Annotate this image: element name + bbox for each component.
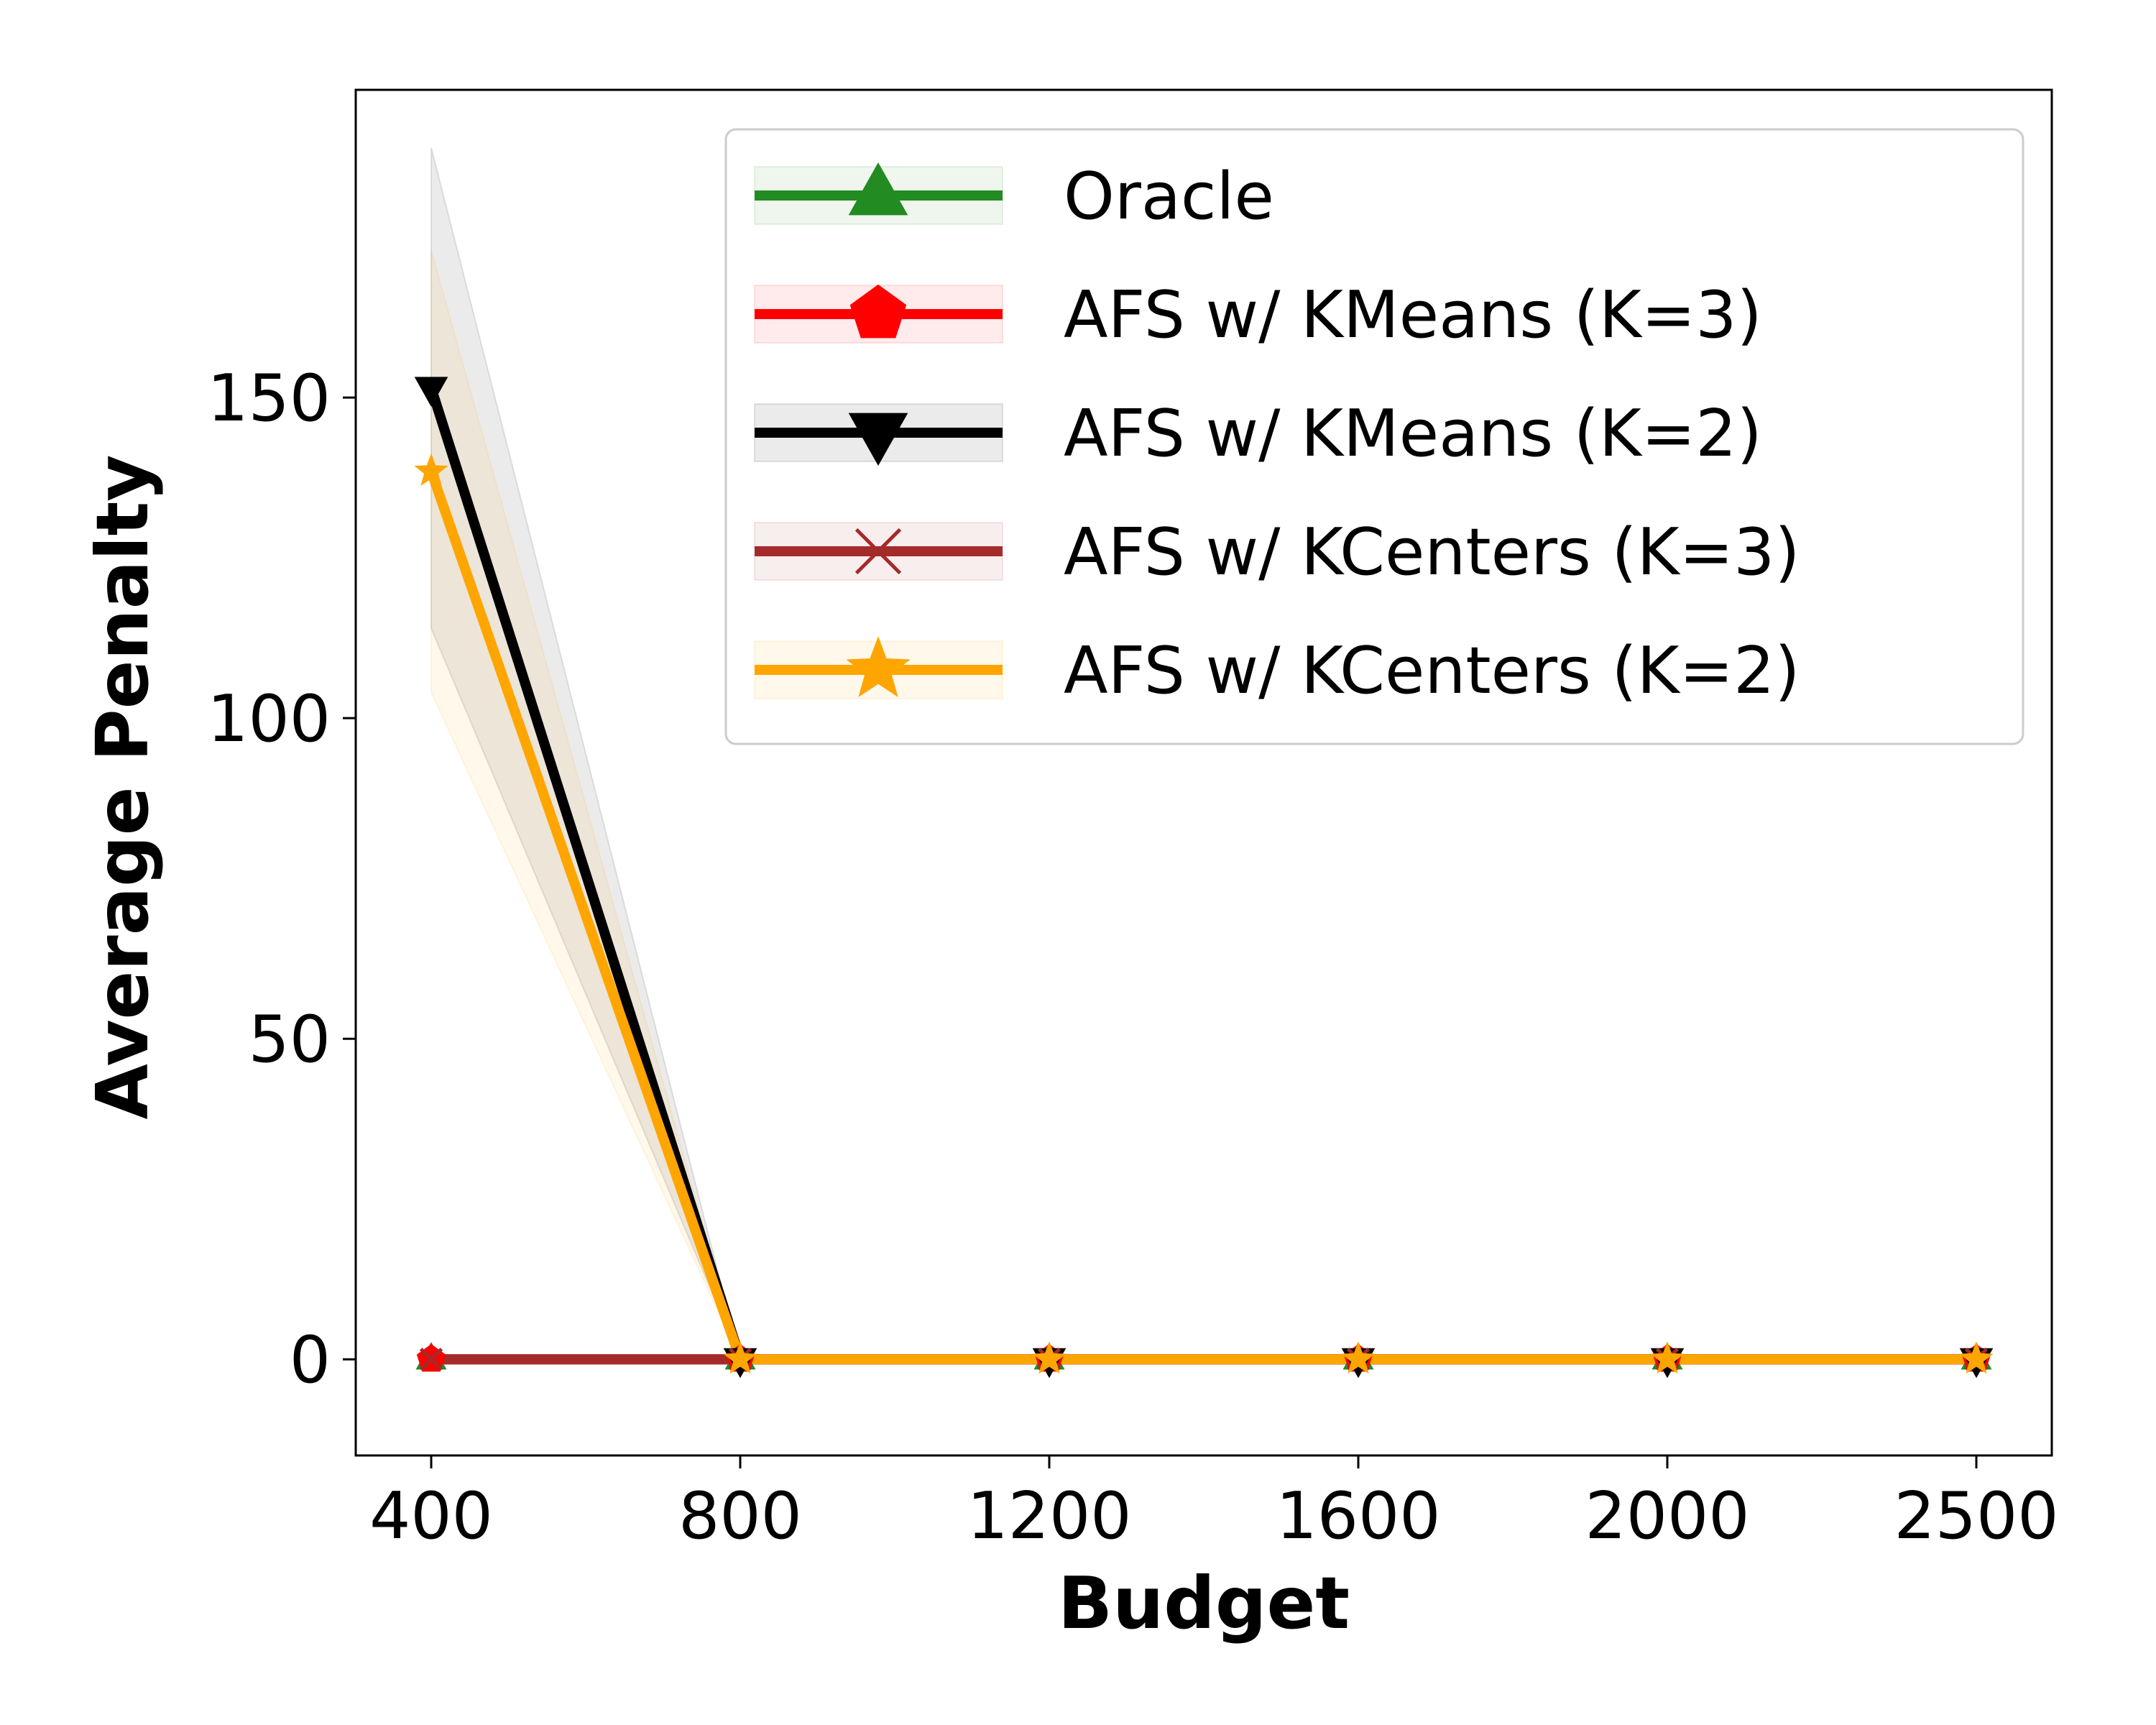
x-tick-label: 1200 xyxy=(967,1478,1131,1554)
legend-label: Oracle xyxy=(1064,159,1274,234)
data-point xyxy=(723,1341,757,1374)
x-axis-title: Budget xyxy=(1058,1561,1350,1645)
x-tick-label: 2500 xyxy=(1894,1478,2058,1554)
x-tick-label: 2000 xyxy=(1585,1478,1749,1554)
y-tick-label: 100 xyxy=(207,681,331,757)
legend-marker xyxy=(854,528,902,575)
legend-label: AFS w/ KMeans (K=3) xyxy=(1064,277,1762,353)
x-tick-label: 400 xyxy=(369,1478,493,1554)
legend-marker xyxy=(849,284,907,339)
legend-box xyxy=(724,128,2024,745)
series-markers xyxy=(414,377,1994,1379)
data-point xyxy=(419,1348,443,1371)
y-axis: 0 50 100 150 xyxy=(207,361,356,1398)
legend-marker xyxy=(848,162,908,216)
data-point xyxy=(1650,1341,1685,1374)
data-point xyxy=(414,453,448,486)
legend-marker xyxy=(846,636,911,697)
plot-area-frame xyxy=(354,88,2053,1457)
series-lines xyxy=(426,386,1976,1365)
legend-label: AFS w/ KMeans (K=2) xyxy=(1064,396,1762,472)
x-tick-label: 800 xyxy=(678,1478,802,1554)
legend-marker xyxy=(848,413,908,466)
legend: Oracle AFS w/ KMeans (K=3) AFS w/ KMeans (… xyxy=(724,128,2024,745)
legend-label: AFS w/ KCenters (K=2) xyxy=(1064,633,1800,709)
data-point xyxy=(1341,1341,1376,1374)
legend-label: AFS w/ KCenters (K=3) xyxy=(1064,515,1800,590)
x-axis: 400 800 1200 1600 2000 2500 xyxy=(369,1455,2059,1554)
series-line xyxy=(426,469,1976,1365)
data-point xyxy=(1959,1341,1994,1374)
y-tick-label: 50 xyxy=(248,1002,331,1077)
x-tick-label: 1600 xyxy=(1276,1478,1440,1554)
data-point xyxy=(1032,1341,1067,1374)
y-tick-label: 0 xyxy=(290,1322,331,1398)
y-tick-label: 150 xyxy=(207,361,331,436)
y-axis-title: Average Penalty xyxy=(80,455,165,1120)
data-point xyxy=(414,377,448,407)
